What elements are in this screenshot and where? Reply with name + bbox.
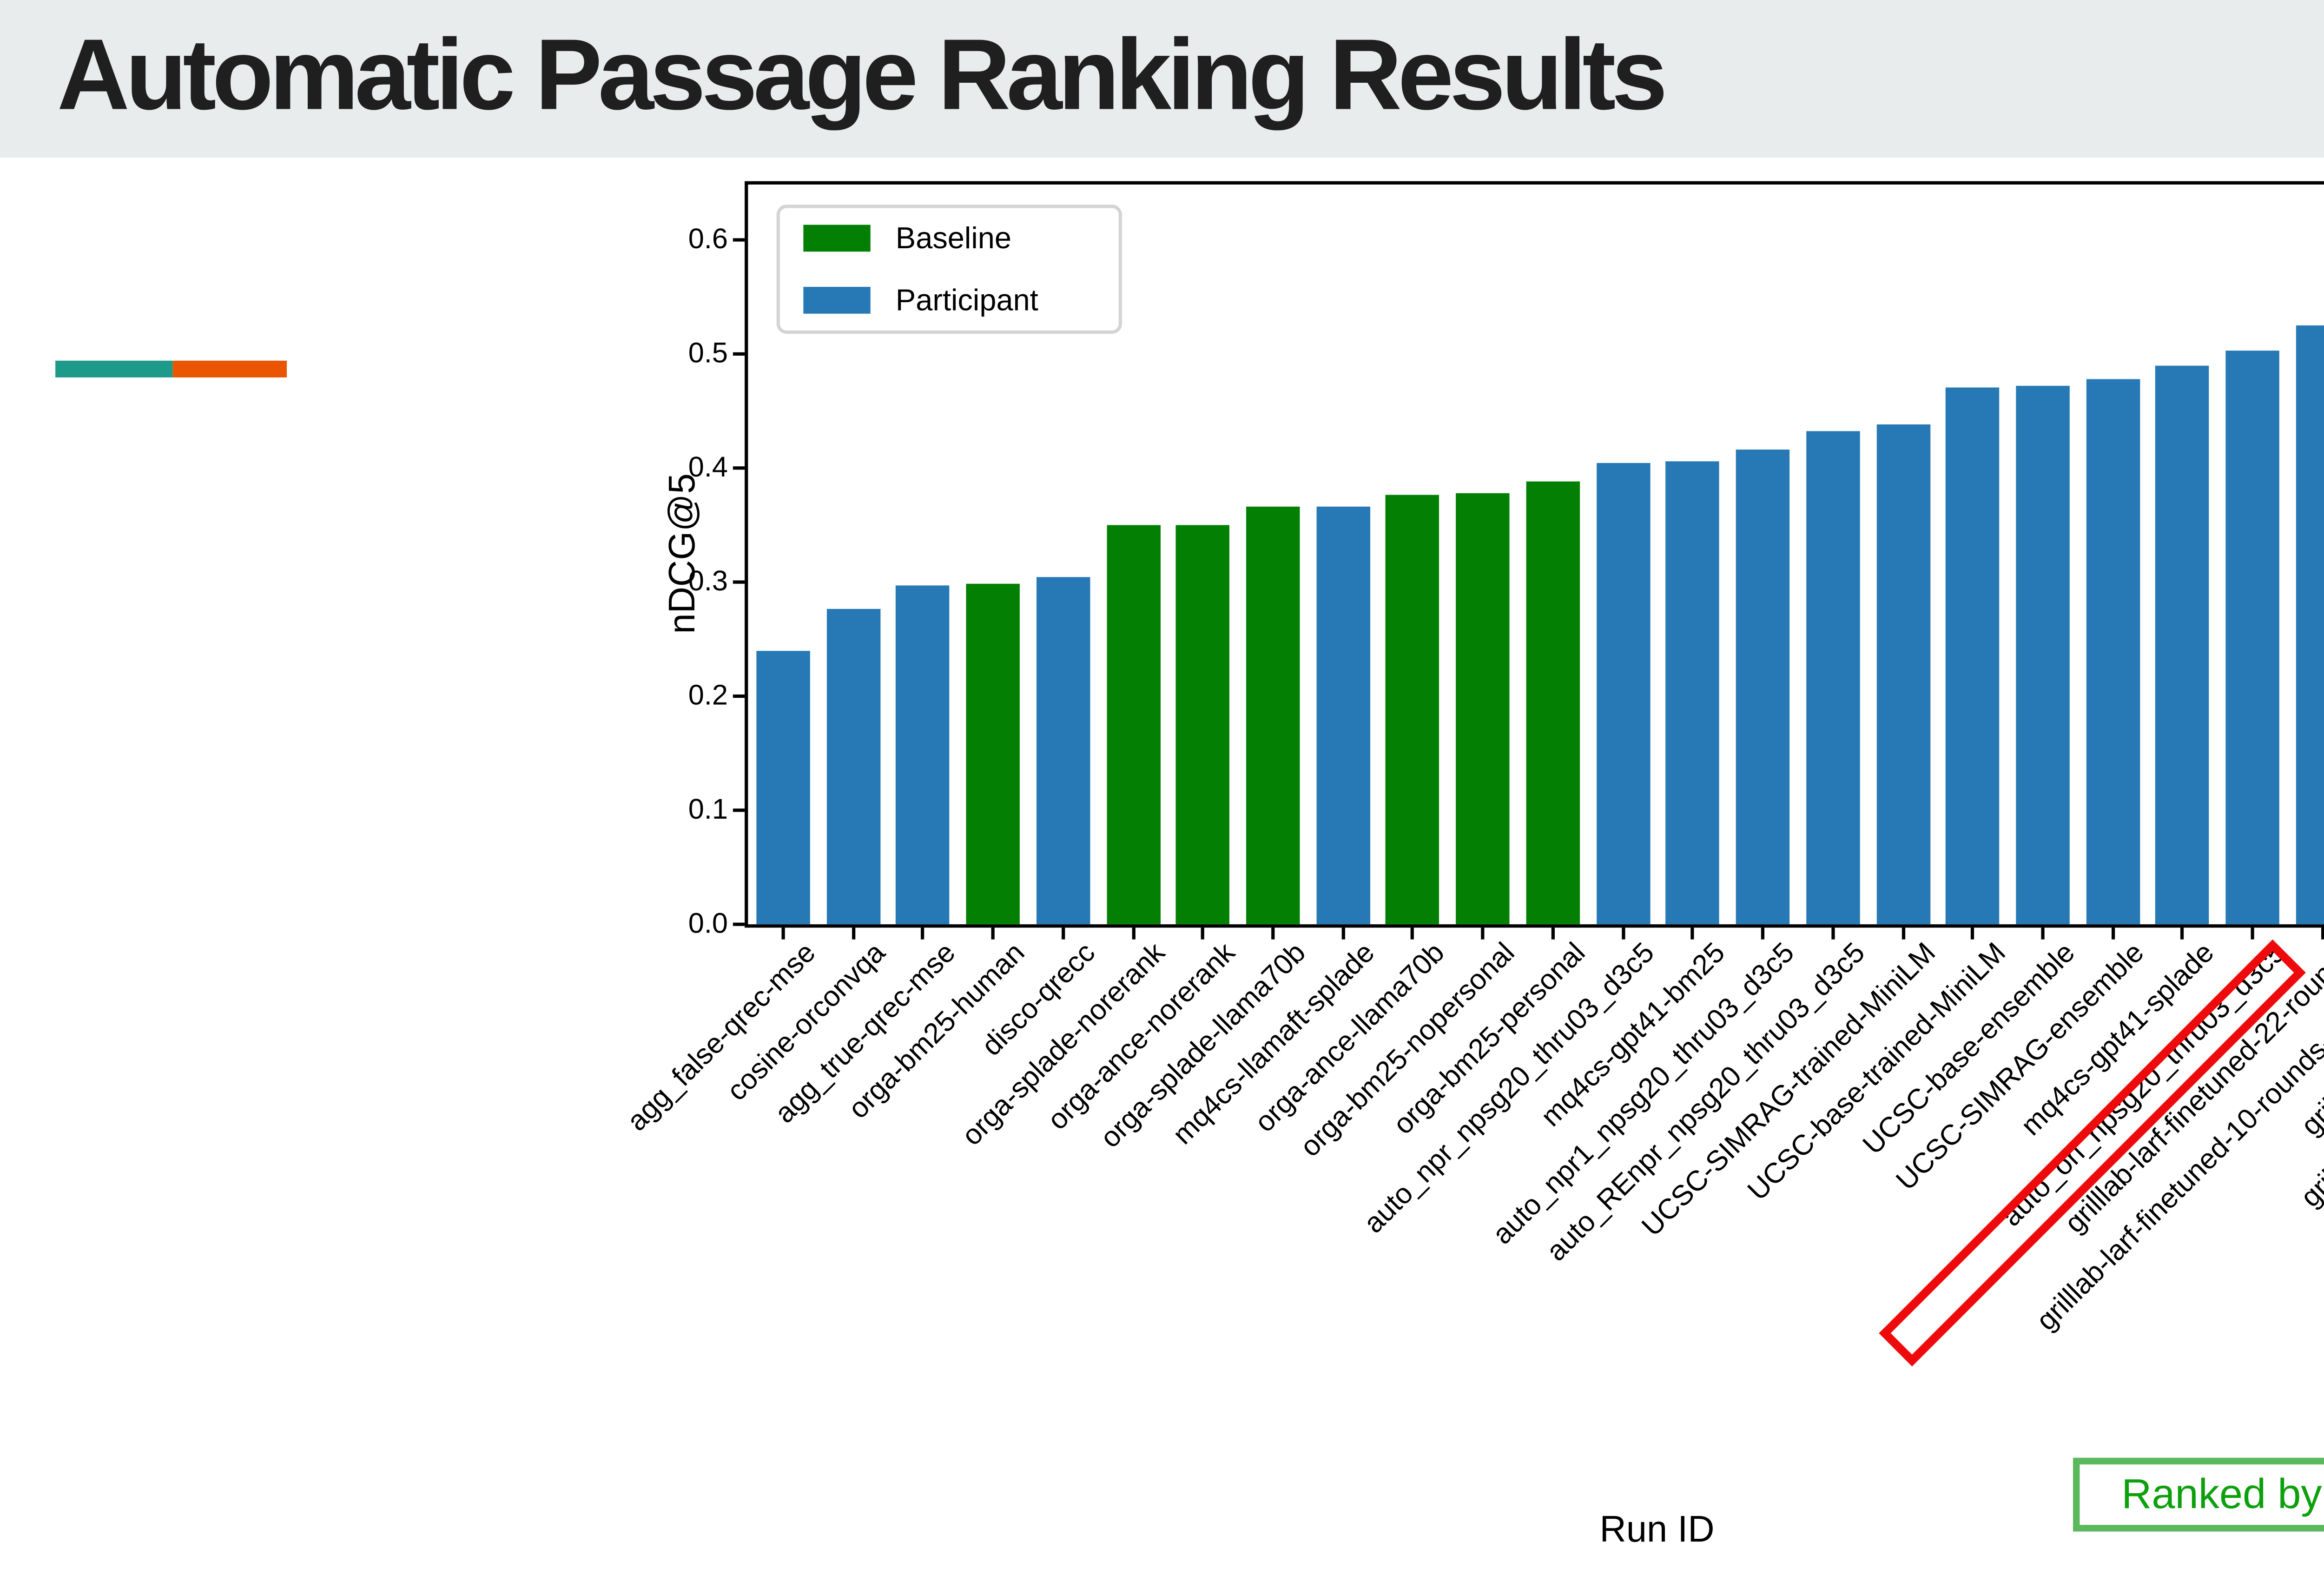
bar-orga-ance-norerank [1176, 524, 1230, 925]
bar-orga-bm25-nopersonal [1456, 493, 1510, 925]
x-tick-mark [1271, 927, 1275, 940]
x-tick-mark [2251, 927, 2255, 940]
x-tick-mark [1061, 927, 1065, 940]
bar-orga-bm25-personal [1526, 481, 1580, 925]
x-axis-label: Run ID [1599, 1508, 1715, 1550]
header-band: Automatic Passage Ranking Results [0, 0, 2324, 158]
chart-legend: Baseline Participant [776, 205, 1122, 334]
x-tick-mark [1761, 927, 1765, 940]
x-tick-mark [1831, 927, 1835, 940]
progress-divider-bar [55, 360, 287, 377]
bar-grilllab-larf-finetuned-22-rounds [2296, 324, 2324, 925]
x-tick-mark [1131, 927, 1135, 940]
legend-row-baseline: Baseline [803, 223, 1095, 253]
y-tick-mark [733, 581, 745, 584]
bar-mq4cs-gpt41-bm25 [1666, 461, 1720, 925]
x-tick-mark [1341, 927, 1345, 940]
x-tick-mark [851, 927, 855, 940]
x-tick-mark [2321, 927, 2324, 940]
x-tick-mark [2181, 927, 2185, 940]
bar-UCSC-base-trained-MiniLM [1946, 387, 2000, 925]
y-tick-mark [733, 352, 745, 356]
x-tick-mark [1481, 927, 1485, 940]
y-tick-label-0.5: 0.5 [688, 338, 728, 370]
y-tick-mark [733, 695, 745, 698]
bar-cosine-orconvqa [826, 609, 880, 925]
x-tick-mark [1551, 927, 1555, 940]
bar-auto_ori_npsg20_thru03_d3c5 [2226, 350, 2280, 925]
legend-participant-swatch [803, 287, 871, 314]
bar-UCSC-SIMRAG-trained-MiniLM [1876, 424, 1930, 925]
y-tick-label-0.0: 0.0 [688, 907, 728, 940]
x-tick-mark [1411, 927, 1415, 940]
bar-orga-splade-norerank [1106, 525, 1160, 925]
bar-mq4cs-llamaft-splade [1316, 506, 1370, 925]
bar-UCSC-base-ensemble [2016, 386, 2070, 925]
bar-agg_true-qrec-mse [896, 584, 950, 925]
legend-baseline-swatch [803, 225, 871, 252]
progress-divider-teal-segment [55, 360, 173, 377]
x-tick-mark [1621, 927, 1625, 940]
legend-row-participant: Participant [803, 285, 1095, 315]
bar-agg_false-qrec-mse [756, 650, 810, 925]
x-tick-mark [1201, 927, 1205, 940]
bar-disco-qrecc [1036, 577, 1090, 925]
x-tick-mark [781, 927, 785, 940]
x-tick-mark [2111, 927, 2115, 940]
slide-title: Automatic Passage Ranking Results [57, 18, 1668, 131]
bar-orga-splade-llama70b [1246, 506, 1300, 925]
x-tick-mark [921, 927, 925, 940]
y-tick-label-0.1: 0.1 [688, 793, 728, 826]
y-tick-mark [733, 808, 745, 812]
bar-orga-bm25-human [966, 583, 1020, 925]
legend-participant-label: Participant [895, 283, 1038, 317]
bar-auto_REnpr_npsg20_thru03_d3c5 [1806, 431, 1860, 925]
x-tick-mark [1971, 927, 1975, 940]
y-tick-mark [733, 466, 745, 470]
annotation-box: Ranked by nDCG@5 [2073, 1457, 2324, 1532]
y-tick-label-0.4: 0.4 [688, 451, 728, 483]
y-tick-label-0.2: 0.2 [688, 679, 728, 712]
y-tick-label-0.3: 0.3 [688, 565, 728, 598]
y-tick-label-0.6: 0.6 [688, 223, 728, 256]
x-tick-mark [1901, 927, 1905, 940]
x-tick-mark [991, 927, 995, 940]
y-tick-mark [733, 922, 745, 926]
bar-auto_npr1_npsg20_thru03_d3c5 [1736, 450, 1790, 925]
legend-baseline-label: Baseline [895, 221, 1012, 255]
chart-plot-area [745, 181, 2324, 928]
x-tick-mark [2041, 927, 2045, 940]
annotation-text: Ranked by nDCG@5 [2121, 1470, 2324, 1517]
bar-mq4cs-gpt41-splade [2156, 365, 2210, 925]
x-tick-mark [1691, 927, 1695, 940]
bar-auto_npr_npsg20_thru03_d3c5 [1596, 463, 1650, 925]
bar-orga-ance-llama70b [1386, 494, 1440, 925]
bar-UCSC-SIMRAG-ensemble [2086, 379, 2140, 925]
y-tick-mark [733, 238, 745, 242]
y-axis-label: nDCG@5 [660, 473, 703, 634]
progress-divider-orange-segment [172, 360, 287, 377]
